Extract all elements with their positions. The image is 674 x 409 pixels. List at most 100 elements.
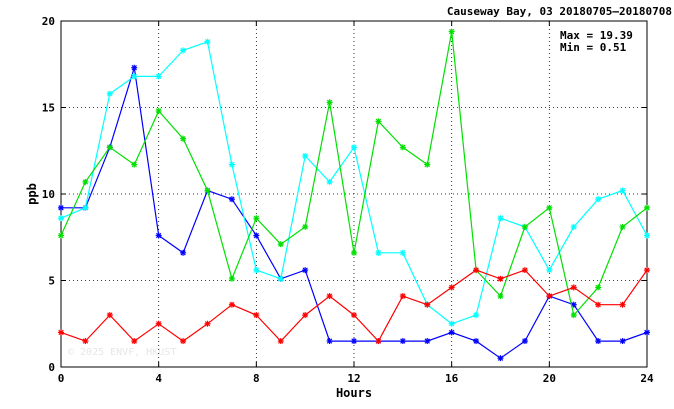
data-point: [399, 249, 406, 256]
data-point: [326, 293, 333, 300]
data-point: [375, 249, 382, 256]
data-point: [326, 338, 333, 345]
data-point: [131, 338, 138, 345]
data-point: [106, 144, 113, 151]
data-point: [204, 187, 211, 194]
data-point: [644, 232, 650, 239]
data-point: [302, 312, 309, 319]
grid: [60, 20, 648, 368]
data-point: [277, 338, 284, 345]
chart-title: Causeway Bay, 03 20180705—20180708: [447, 5, 672, 18]
data-point: [82, 338, 89, 345]
data-point: [473, 267, 480, 274]
data-point: [619, 223, 626, 230]
data-point: [180, 338, 187, 345]
plot-frame: [60, 20, 648, 368]
data-point: [326, 178, 333, 185]
data-point: [302, 267, 309, 274]
data-point: [375, 118, 382, 125]
series-layer: [58, 28, 650, 362]
data-point: [253, 232, 260, 239]
data-point: [228, 301, 235, 308]
data-point: [228, 275, 235, 282]
data-point: [497, 275, 504, 282]
x-tick-label: 4: [155, 372, 162, 385]
data-point: [497, 215, 504, 222]
data-point: [595, 196, 602, 203]
data-point: [351, 338, 357, 345]
y-tick-label: 10: [42, 188, 55, 201]
data-point: [58, 215, 64, 222]
x-tick-label: 0: [58, 372, 65, 385]
data-point: [131, 73, 138, 80]
data-point: [106, 312, 113, 319]
x-axis-label: Hours: [336, 386, 372, 400]
data-point: [570, 223, 577, 230]
data-point: [375, 338, 382, 345]
data-point: [351, 312, 357, 319]
data-point: [351, 249, 357, 256]
data-point: [448, 284, 455, 291]
data-point: [302, 152, 309, 159]
data-point: [619, 187, 626, 194]
data-point: [131, 64, 138, 71]
x-tick-label: 12: [347, 372, 360, 385]
x-tick-label: 16: [445, 372, 459, 385]
data-point: [644, 267, 650, 274]
data-point: [424, 338, 431, 345]
data-point: [180, 135, 187, 142]
max-label: Max = 19.39: [560, 29, 633, 42]
y-axis-label: ppb: [25, 183, 39, 205]
x-tick-label: 24: [640, 372, 654, 385]
data-point: [546, 204, 553, 211]
data-point: [595, 338, 602, 345]
data-point: [570, 312, 577, 319]
data-point: [448, 329, 455, 336]
data-point: [58, 232, 64, 239]
data-point: [277, 241, 284, 248]
data-point: [277, 275, 284, 282]
data-point: [82, 178, 89, 185]
data-point: [155, 107, 162, 114]
data-point: [204, 38, 211, 45]
data-point: [155, 232, 162, 239]
data-point: [546, 293, 553, 300]
data-point: [497, 355, 504, 362]
data-point: [521, 338, 528, 345]
data-point: [399, 144, 406, 151]
data-point: [180, 47, 187, 54]
data-point: [58, 329, 64, 336]
data-point: [570, 284, 577, 291]
data-point: [399, 293, 406, 300]
data-point: [595, 284, 602, 291]
y-tick-label: 0: [48, 361, 55, 374]
data-point: [619, 338, 626, 345]
watermark: © 2025 ENVF, HKUST: [68, 347, 176, 358]
data-point: [228, 161, 235, 168]
series-4: [58, 267, 650, 345]
data-point: [253, 267, 260, 274]
tick-labels: 0 4 8 12 16 20 24 0 5 10 15 20: [42, 15, 654, 385]
data-point: [106, 90, 113, 97]
data-point: [180, 249, 187, 256]
data-point: [424, 301, 431, 308]
data-point: [473, 338, 480, 345]
data-point: [448, 320, 455, 327]
data-point: [58, 204, 64, 211]
data-point: [521, 267, 528, 274]
data-point: [399, 338, 406, 345]
x-tick-label: 20: [543, 372, 556, 385]
data-point: [204, 320, 211, 327]
data-point: [424, 161, 431, 168]
data-point: [131, 161, 138, 168]
min-label: Min = 0.51: [560, 41, 627, 54]
y-tick-label: 5: [48, 275, 55, 288]
data-point: [351, 144, 357, 151]
data-point: [546, 267, 553, 274]
data-point: [253, 215, 260, 222]
data-point: [302, 223, 309, 230]
data-point: [228, 196, 235, 203]
data-point: [497, 293, 504, 300]
data-point: [595, 301, 602, 308]
